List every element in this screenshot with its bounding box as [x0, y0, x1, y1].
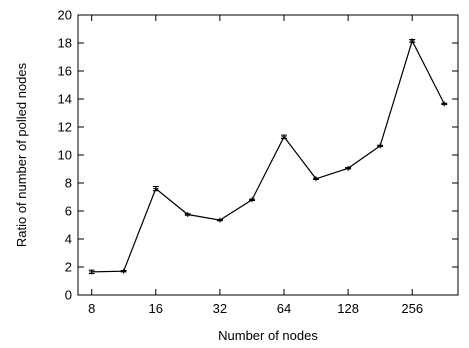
data-point: [152, 186, 159, 192]
data-point: [345, 165, 352, 171]
x-tick-label: 32: [213, 301, 227, 316]
x-axis-label: Number of nodes: [218, 328, 318, 343]
y-tick-label: 2: [65, 260, 72, 275]
data-point: [216, 217, 223, 223]
x-tick-label: 16: [149, 301, 163, 316]
x-tick-label: 256: [401, 301, 423, 316]
series-line: [91, 39, 445, 273]
data-point: [249, 197, 256, 203]
x-tick-label: 8: [88, 301, 95, 316]
y-tick-label: 10: [58, 148, 72, 163]
x-tick-label: 128: [337, 301, 359, 316]
data-point: [441, 101, 448, 107]
data-point: [409, 38, 416, 44]
plot-frame: [77, 14, 459, 296]
y-tick-label: 8: [65, 176, 72, 191]
y-tick-label: 6: [65, 204, 72, 219]
y-axis-label: Ratio of number of polled nodes: [14, 62, 29, 247]
y-tick-label: 14: [58, 92, 72, 107]
data-point: [313, 176, 320, 182]
series-layer: [88, 38, 448, 275]
x-tick-label: 64: [277, 301, 291, 316]
y-tick-label: 16: [58, 64, 72, 79]
x-axis-ticks: 8 16 32 64 128 256: [88, 15, 423, 316]
data-point: [88, 269, 95, 275]
y-tick-label: 20: [58, 8, 72, 23]
data-point: [280, 134, 287, 140]
y-axis-ticks: 0 2 4 6 8 10 12 14 16 18 20: [58, 8, 458, 303]
y-tick-label: 0: [65, 288, 72, 303]
y-tick-label: 12: [58, 120, 72, 135]
y-tick-label: 4: [65, 232, 72, 247]
data-point: [377, 143, 384, 149]
data-point: [184, 212, 191, 217]
data-point: [120, 268, 127, 274]
y-tick-label: 18: [58, 36, 72, 51]
